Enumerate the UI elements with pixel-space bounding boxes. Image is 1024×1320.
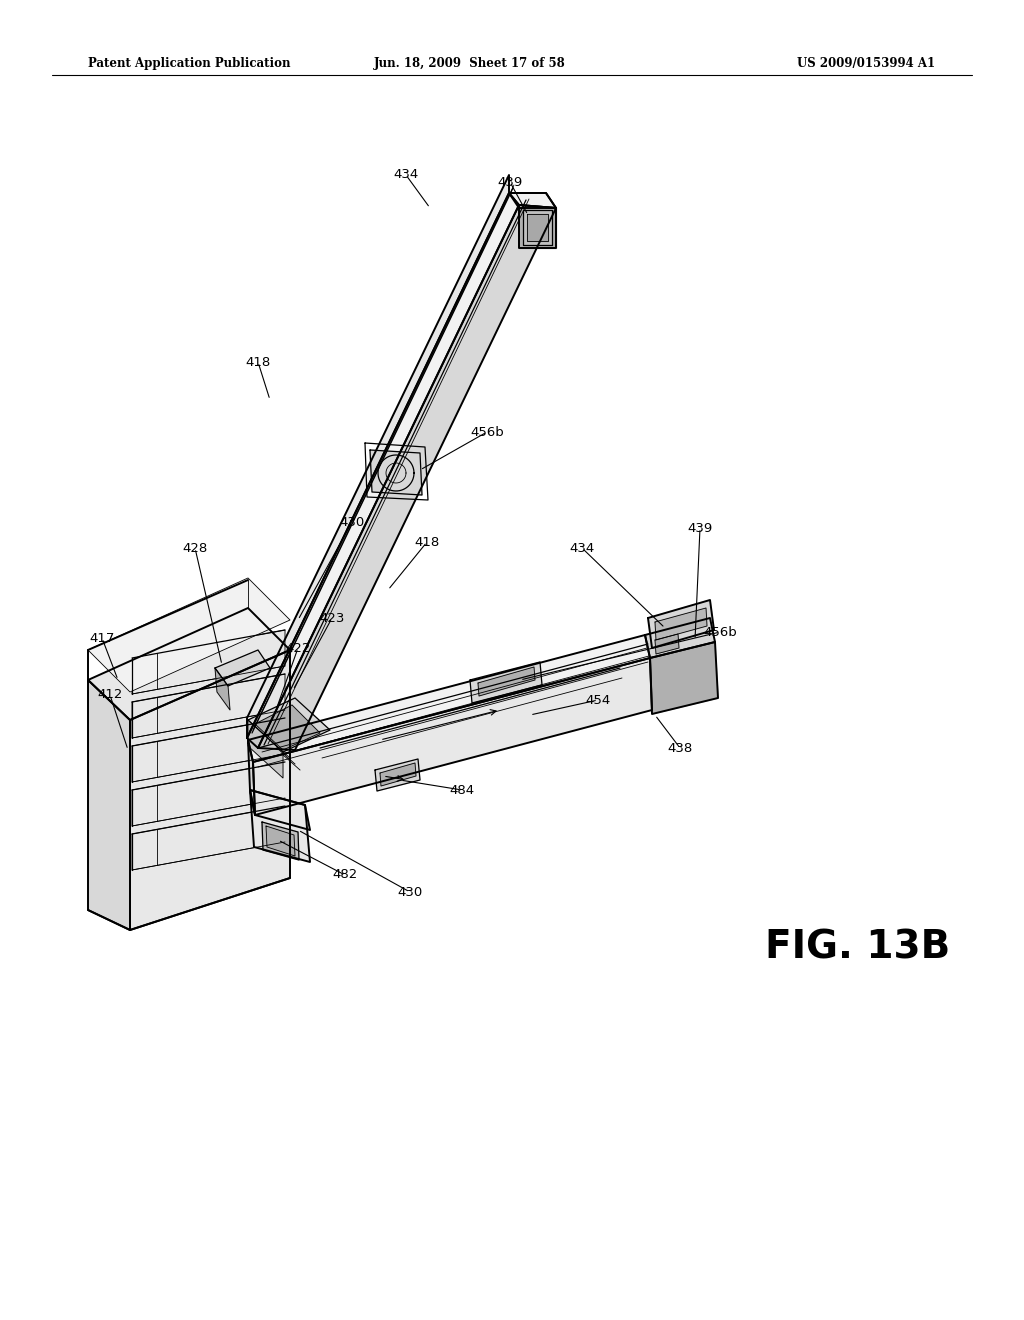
Polygon shape: [88, 609, 290, 719]
Text: FIG. 13B: FIG. 13B: [766, 929, 950, 966]
Text: 430: 430: [397, 886, 423, 899]
Text: 417: 417: [89, 631, 115, 644]
Text: 422: 422: [286, 642, 310, 655]
Polygon shape: [645, 618, 715, 657]
Text: 482: 482: [333, 869, 357, 882]
Text: 439: 439: [498, 176, 522, 189]
Text: 434: 434: [393, 169, 419, 181]
Polygon shape: [523, 210, 552, 246]
Polygon shape: [215, 649, 270, 686]
Polygon shape: [248, 698, 330, 752]
Polygon shape: [509, 193, 556, 209]
Polygon shape: [250, 789, 310, 830]
Polygon shape: [215, 668, 230, 710]
Polygon shape: [519, 205, 556, 248]
Polygon shape: [655, 634, 679, 653]
Polygon shape: [132, 630, 285, 694]
Polygon shape: [258, 205, 556, 750]
Text: 418: 418: [246, 355, 270, 368]
Polygon shape: [132, 807, 285, 870]
Text: Jun. 18, 2009  Sheet 17 of 58: Jun. 18, 2009 Sheet 17 of 58: [374, 57, 566, 70]
Polygon shape: [132, 718, 285, 781]
Polygon shape: [370, 450, 422, 495]
Text: 456b: 456b: [703, 626, 737, 639]
Polygon shape: [527, 214, 548, 242]
Polygon shape: [88, 578, 290, 692]
Polygon shape: [250, 789, 310, 862]
Text: 434: 434: [569, 541, 595, 554]
Polygon shape: [470, 663, 542, 704]
Text: 430: 430: [339, 516, 365, 528]
Polygon shape: [130, 649, 290, 931]
Text: 438: 438: [668, 742, 692, 755]
Polygon shape: [655, 609, 707, 640]
Polygon shape: [509, 193, 556, 209]
Polygon shape: [262, 822, 299, 861]
Polygon shape: [247, 176, 509, 738]
Text: US 2009/0153994 A1: US 2009/0153994 A1: [797, 57, 935, 70]
Polygon shape: [132, 762, 285, 826]
Text: 439: 439: [687, 521, 713, 535]
Polygon shape: [478, 667, 535, 696]
Polygon shape: [648, 601, 714, 648]
Polygon shape: [253, 657, 652, 814]
Text: 418: 418: [415, 536, 439, 549]
Polygon shape: [248, 635, 650, 762]
Text: 428: 428: [182, 541, 208, 554]
Polygon shape: [255, 705, 319, 750]
Polygon shape: [650, 642, 718, 714]
Text: Patent Application Publication: Patent Application Publication: [88, 57, 291, 70]
Polygon shape: [266, 826, 295, 855]
Polygon shape: [380, 763, 416, 785]
Text: 423: 423: [319, 611, 345, 624]
Polygon shape: [88, 680, 130, 931]
Polygon shape: [375, 759, 420, 791]
Text: 456b: 456b: [470, 425, 504, 438]
Text: 454: 454: [586, 693, 610, 706]
Polygon shape: [248, 719, 283, 777]
Text: 484: 484: [450, 784, 474, 796]
Polygon shape: [132, 675, 285, 738]
Polygon shape: [247, 193, 519, 748]
Polygon shape: [248, 741, 255, 814]
Text: 412: 412: [97, 689, 123, 701]
